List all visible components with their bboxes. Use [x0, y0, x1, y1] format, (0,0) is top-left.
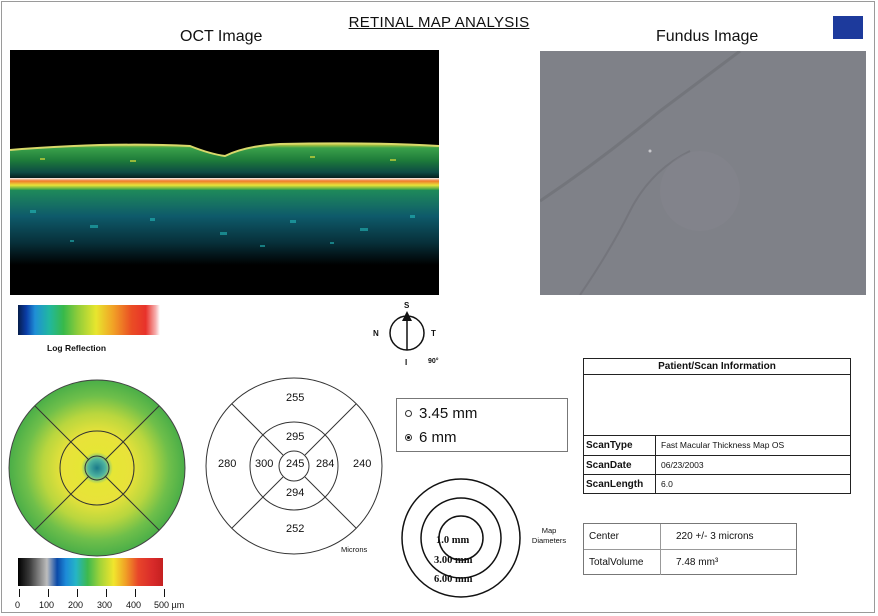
table-row: ScanDate 06/23/2003 [584, 455, 850, 475]
compass-angle: 90° [428, 358, 439, 365]
patient-scan-table: Patient/Scan Information ScanType Fast M… [583, 358, 851, 494]
compass-temporal: T [431, 329, 436, 338]
log-reflection-label: Log Reflection [47, 343, 107, 353]
thickness-color-map [5, 376, 190, 561]
stats-row-center: Center 220 +/- 3 microns [584, 524, 796, 549]
compass-inferior: I [405, 358, 408, 367]
sector-outer-temporal: 240 [353, 458, 372, 470]
fundus-image-title: Fundus Image [656, 28, 759, 45]
diameter-options-box [396, 398, 568, 452]
total-volume-key: TotalVolume [589, 557, 644, 568]
thickness-stats-box: Center 220 +/- 3 microns TotalVolume 7.4… [583, 523, 797, 575]
option-3-45mm[interactable]: 3.45 mm [405, 405, 477, 422]
radio-6mm[interactable] [405, 434, 412, 441]
sector-thickness-map [203, 375, 385, 557]
scan-date-value: 06/23/2003 [661, 460, 704, 470]
map-diameters-label-1: Map [541, 526, 557, 535]
scale-tick-label: 0 [15, 600, 21, 610]
scan-length-value: 6.0 [661, 479, 673, 489]
scan-length-key: ScanLength [584, 475, 656, 494]
log-reflection-colorbar [18, 305, 160, 335]
sector-inner-temporal: 284 [316, 458, 335, 470]
thickness-colorbar [18, 558, 163, 586]
scale-tick-mark [135, 589, 136, 597]
scale-tick-mark [48, 589, 49, 597]
stats-divider [660, 524, 661, 549]
stats-row-volume: TotalVolume 7.48 mm³ [584, 549, 796, 575]
scale-tick-mark [19, 589, 20, 597]
oct-scan-graphic [9, 142, 440, 265]
scan-type-key: ScanType [584, 436, 656, 455]
oct-image-title: OCT Image [180, 28, 263, 45]
sector-outer-superior: 255 [286, 392, 305, 404]
map-diameter-outer: 6.00 mm [434, 574, 473, 585]
scale-tick-label: 400 [126, 600, 142, 610]
map-diameters-label-2: Diameters [531, 536, 567, 545]
microns-label: Microns [341, 545, 368, 554]
page-title: RETINAL MAP ANALYSIS [348, 14, 530, 31]
fundus-graphic [539, 49, 866, 296]
map-diameter-inner: 1.0 mm [436, 535, 470, 546]
table-row: ScanLength 6.0 [584, 474, 850, 494]
option-3-45mm-label: 3.45 mm [419, 405, 478, 422]
scale-tick-mark [164, 589, 165, 597]
center-value: 220 +/- 3 microns [676, 531, 754, 542]
map-diameters-diagram [396, 473, 526, 603]
scale-tick-label: 300 [97, 600, 113, 610]
sector-inner-superior: 295 [286, 431, 305, 443]
compass-nasal: N [373, 329, 379, 338]
scale-tick-label: 500 µm [154, 600, 185, 610]
sector-inner-nasal: 300 [255, 458, 274, 470]
map-diameters-graphic [401, 478, 521, 598]
fundus-image [539, 49, 866, 296]
scale-tick-label: 100 [39, 600, 55, 610]
option-6mm[interactable]: 6 mm [405, 429, 457, 446]
scale-tick-mark [77, 589, 78, 597]
compass-superior: S [404, 301, 410, 310]
option-6mm-label: 6 mm [419, 429, 457, 446]
scale-tick-mark [106, 589, 107, 597]
patient-scan-heading: Patient/Scan Information [584, 359, 850, 375]
oct-scan-image [9, 50, 440, 295]
orientation-compass [370, 303, 450, 373]
compass-graphic [389, 311, 425, 351]
sector-center: 245 [286, 458, 305, 470]
radio-3-45mm[interactable] [405, 410, 412, 417]
map-diameter-middle: 3.00 mm [434, 555, 473, 566]
thickness-map-graphic [8, 379, 186, 557]
zeiss-logo [833, 16, 863, 39]
sector-outer-inferior: 252 [286, 523, 305, 535]
table-row: ScanType Fast Macular Thickness Map OS [584, 435, 850, 455]
total-volume-value: 7.48 mm³ [676, 557, 719, 568]
scan-type-value: Fast Macular Thickness Map OS [661, 440, 785, 450]
sector-map-graphic [205, 377, 383, 555]
scan-date-key: ScanDate [584, 456, 656, 475]
sector-inner-inferior: 294 [286, 487, 305, 499]
scale-tick-label: 200 [68, 600, 84, 610]
stats-divider [660, 550, 661, 575]
center-key: Center [589, 531, 620, 542]
sector-outer-nasal: 280 [218, 458, 237, 470]
